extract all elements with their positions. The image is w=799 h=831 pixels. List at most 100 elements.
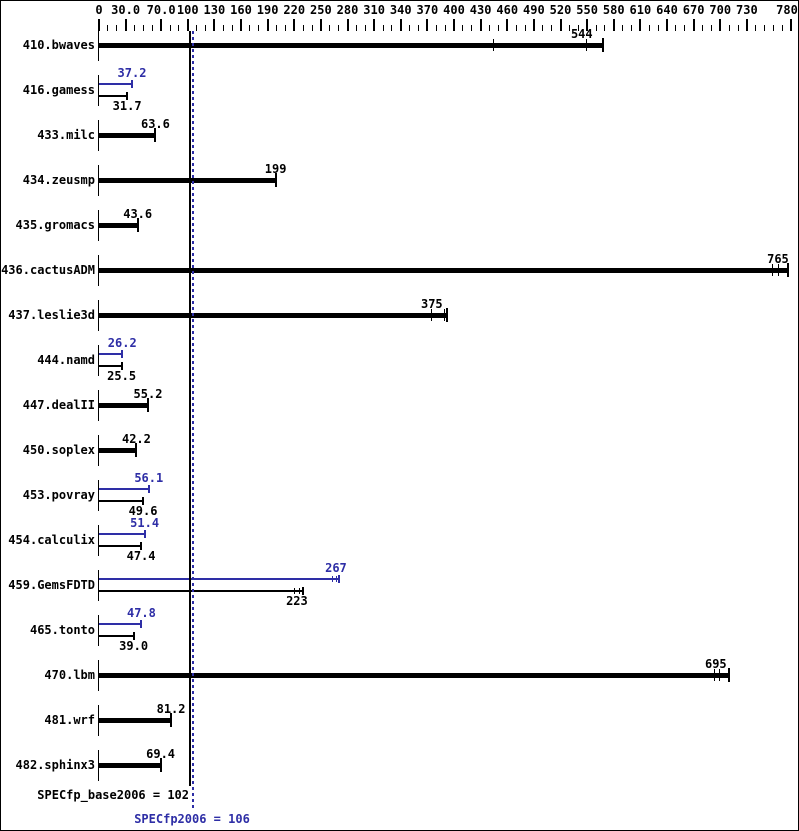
- axis-tick-minor: [107, 25, 109, 31]
- base-bar: [99, 222, 138, 228]
- peak-value-label: 47.8: [126, 606, 156, 620]
- base-bar: [99, 545, 142, 547]
- bar-end-cap: [121, 350, 124, 358]
- run-mark: [719, 669, 721, 681]
- axis-tick-minor: [258, 25, 260, 31]
- axis-tick-major: [532, 19, 535, 31]
- benchmark-label: 459.GemsFDTD: [8, 578, 95, 592]
- base-bar: [99, 672, 730, 678]
- run-mark: [294, 588, 296, 594]
- peak-bar: [99, 623, 142, 625]
- axis-tick-minor: [764, 25, 766, 31]
- axis-tick-minor: [231, 25, 233, 31]
- base-bar: [99, 762, 161, 768]
- run-mark: [777, 264, 779, 276]
- bar-end-cap: [132, 632, 135, 640]
- base-value-label: 63.6: [140, 117, 170, 131]
- axis-tick-label: 580: [602, 3, 625, 17]
- axis-tick-minor: [622, 25, 624, 31]
- run-mark: [714, 669, 716, 681]
- base-value-label: 49.6: [128, 504, 158, 518]
- axis-tick-label: 0: [95, 3, 103, 17]
- benchmark-label: 435.gromacs: [15, 218, 95, 232]
- axis-tick-minor: [471, 25, 473, 31]
- specfp2006-score: SPECfp2006 = 106: [134, 812, 250, 826]
- axis-tick-major: [240, 19, 242, 31]
- axis-tick-label: 100: [176, 3, 199, 17]
- row-baseline: [98, 750, 99, 781]
- row-baseline: [98, 570, 99, 601]
- base-value-label: 31.7: [112, 99, 142, 113]
- axis-tick-minor: [134, 25, 135, 31]
- bar-end-cap: [274, 173, 277, 187]
- base-bar: [99, 635, 134, 637]
- axis-tick-major: [559, 19, 562, 31]
- base-value-label: 25.5: [107, 369, 137, 383]
- axis-tick-major: [426, 19, 429, 31]
- benchmark-label: 437.leslie3d: [8, 308, 95, 322]
- axis-tick-label: 370: [416, 3, 439, 17]
- axis-tick-minor: [444, 25, 446, 31]
- base-bar: [99, 267, 788, 273]
- bar-end-cap: [146, 398, 149, 412]
- benchmark-label: 447.dealII: [22, 398, 95, 412]
- peak-bar: [99, 533, 145, 535]
- row-baseline: [98, 120, 99, 151]
- run-mark: [493, 39, 495, 51]
- base-value-label: 199: [264, 162, 287, 176]
- axis-tick-major: [373, 19, 376, 31]
- axis-tick-minor: [755, 25, 757, 31]
- axis-tick-major: [479, 19, 482, 31]
- axis-tick-label: 550: [576, 3, 598, 17]
- axis-tick-major: [319, 19, 322, 31]
- axis-tick-major: [586, 19, 589, 31]
- run-mark: [586, 39, 588, 51]
- benchmark-label: 470.lbm: [44, 668, 95, 682]
- peak-value-label: 267: [325, 561, 347, 575]
- axis-tick-minor: [196, 25, 198, 31]
- axis-tick-minor: [418, 25, 419, 31]
- axis-tick-minor: [657, 25, 659, 31]
- axis-tick-major: [346, 19, 349, 31]
- bar-end-cap: [159, 758, 162, 772]
- axis-tick-minor: [684, 25, 686, 31]
- peak-value-label: 26.2: [107, 336, 137, 350]
- bar-end-cap: [120, 362, 123, 370]
- axis-tick-major: [719, 19, 722, 31]
- axis-tick-minor: [781, 25, 783, 31]
- axis-tick-minor: [737, 25, 739, 31]
- base-value-label: 223: [286, 594, 308, 608]
- base-value-label: 544: [570, 27, 593, 41]
- axis-tick-major: [612, 19, 615, 31]
- bar-end-cap: [728, 668, 731, 682]
- axis-tick-minor: [595, 25, 597, 31]
- axis-tick-label: 610: [629, 3, 652, 17]
- axis-tick-minor: [284, 25, 286, 31]
- benchmark-label: 434.zeusmp: [22, 173, 95, 187]
- axis-tick-major: [186, 19, 189, 31]
- axis-tick-minor: [222, 25, 224, 31]
- benchmark-label: 444.namd: [37, 353, 95, 367]
- axis-tick-label: 310: [363, 3, 385, 17]
- base-value-label: 39.0: [119, 639, 149, 653]
- axis-tick-label: 190: [256, 3, 279, 17]
- bar-end-cap: [131, 80, 133, 88]
- row-baseline: [98, 435, 99, 466]
- axis-tick-label: 780: [776, 3, 798, 17]
- axis-tick-minor: [151, 25, 153, 31]
- axis-tick-minor: [178, 25, 180, 31]
- base-value-label: 43.6: [123, 207, 153, 221]
- run-mark: [444, 309, 446, 321]
- row-baseline: [98, 30, 99, 61]
- base-value-label: 42.2: [121, 432, 151, 446]
- base-value-label: 47.4: [126, 549, 156, 563]
- row-baseline: [98, 75, 99, 106]
- run-mark: [332, 576, 334, 582]
- peak-value-label: 51.4: [130, 516, 160, 530]
- bar-end-cap: [602, 38, 605, 52]
- peak-bar: [99, 488, 149, 490]
- axis-tick-label: 280: [336, 3, 359, 17]
- axis-tick-minor: [409, 25, 411, 31]
- axis-tick-major: [692, 19, 695, 31]
